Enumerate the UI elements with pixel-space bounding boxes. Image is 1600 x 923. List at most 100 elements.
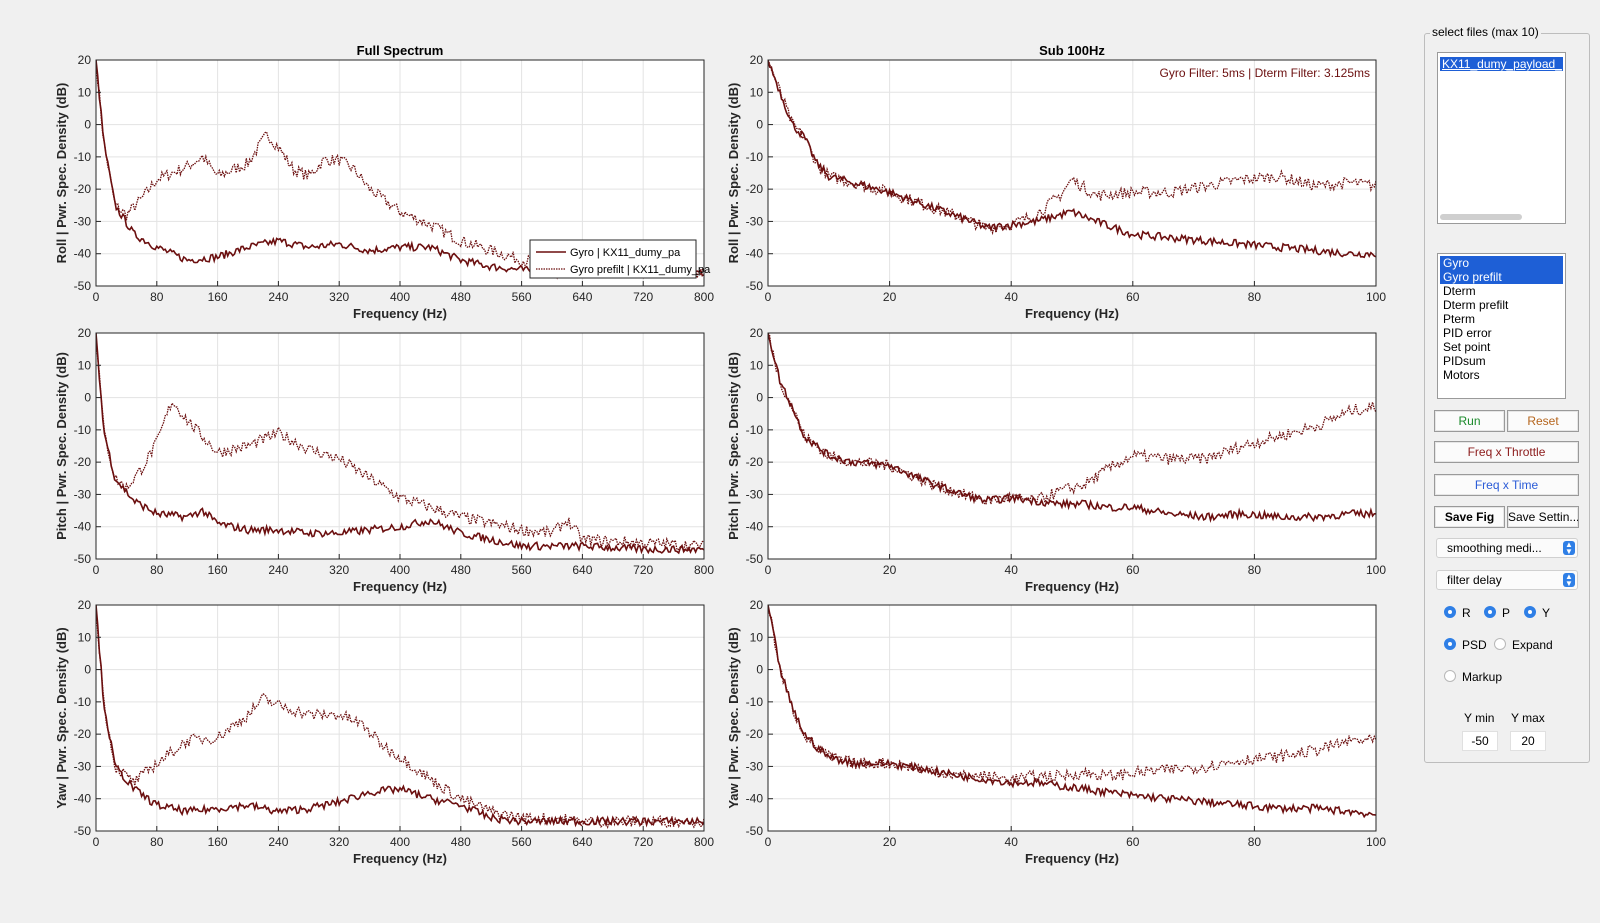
tick-label-x: 400 [390, 563, 410, 577]
tick-label-y: 20 [750, 598, 764, 612]
signal-item-motors[interactable]: Motors [1443, 368, 1480, 382]
tick-label-x: 320 [329, 290, 349, 304]
tick-label-x: 20 [883, 835, 897, 849]
tick-label-y: 10 [750, 630, 764, 644]
filter-value: filter delay [1447, 573, 1502, 587]
legend-label-gyro: Gyro | KX11_dumy_pa [570, 247, 681, 259]
tick-label-x: 480 [451, 835, 471, 849]
tick-label-x: 480 [451, 563, 471, 577]
freq-throttle-button[interactable]: Freq x Throttle [1434, 441, 1579, 463]
axes-pitch-full: 0 80 160 240 320 400 480 560 640 720 800 20 10 0 -10 -2… [54, 326, 714, 594]
run-button[interactable]: Run [1434, 410, 1505, 432]
series-line-gyro-prefilt [96, 605, 704, 829]
tick-label-y: -10 [746, 150, 764, 164]
save-settings-button[interactable]: Save Settin... [1507, 506, 1579, 528]
smoothing-dropdown[interactable]: smoothing medi... ▲ ▼ [1436, 538, 1578, 558]
series-line-gyro [768, 333, 1376, 524]
x-axis-label: Frequency (Hz) [353, 579, 447, 594]
tick-label-y: -40 [746, 792, 764, 806]
signal-item-dterm[interactable]: Dterm [1443, 284, 1476, 298]
tick-label-x: 80 [1248, 835, 1262, 849]
axes-yaw-full: 0 80 160 240 320 400 480 560 640 720 800 20 10 0 -10 -2… [54, 598, 714, 866]
tick-label-y: 0 [84, 663, 91, 677]
radio-on-icon [1444, 638, 1456, 650]
tick-label-y: -30 [746, 214, 764, 228]
filter-dropdown[interactable]: filter delay ▲ ▼ [1436, 570, 1578, 590]
axes-pitch-sub: 0 20 40 60 80 10020100-10-20-30-40-50Frequenc… [726, 326, 1386, 594]
tick-label-x: 80 [1248, 290, 1262, 304]
radio-markup[interactable]: Markup [1444, 669, 1502, 685]
axes-background [768, 333, 1376, 559]
tick-label-x: 160 [208, 835, 228, 849]
signal-item-pidsum[interactable]: PIDsum [1443, 354, 1486, 368]
radio-on-icon [1524, 606, 1536, 618]
ymin-input[interactable]: -50 [1462, 731, 1498, 751]
tick-label-y: -10 [746, 695, 764, 709]
tick-label-x: 480 [451, 290, 471, 304]
freq-time-button[interactable]: Freq x Time [1434, 474, 1579, 496]
x-axis-label: Frequency (Hz) [1025, 306, 1119, 321]
signal-item-gyro[interactable]: Gyro [1440, 256, 1563, 270]
radio-y[interactable]: Y [1524, 605, 1550, 621]
signal-listbox[interactable]: Gyro Gyro prefilt Dterm Dterm prefilt Pt… [1437, 253, 1566, 399]
tick-label-y: 0 [756, 391, 763, 405]
tick-label-x: 0 [765, 563, 772, 577]
ymax-input[interactable]: 20 [1510, 731, 1546, 751]
tick-label-x: 720 [633, 835, 653, 849]
tick-label-x: 240 [268, 835, 288, 849]
tick-label-y: -50 [74, 279, 92, 293]
x-axis-label: Frequency (Hz) [353, 306, 447, 321]
radio-on-icon [1484, 606, 1496, 618]
radio-expand[interactable]: Expand [1494, 637, 1553, 653]
radio-psd[interactable]: PSD [1444, 637, 1487, 653]
tick-label-y: 0 [756, 663, 763, 677]
tick-label-x: 0 [93, 835, 100, 849]
tick-label-x: 160 [208, 290, 228, 304]
tick-label-y: -20 [746, 455, 764, 469]
signal-item-set-point[interactable]: Set point [1443, 340, 1491, 354]
horizontal-scrollbar[interactable] [1440, 214, 1522, 220]
tick-label-y: -50 [746, 824, 764, 838]
x-axis-label: Frequency (Hz) [1025, 851, 1119, 866]
tick-label-y: -40 [74, 247, 92, 261]
save-fig-button[interactable]: Save Fig [1434, 506, 1505, 528]
tick-label-x: 320 [329, 563, 349, 577]
tick-label-y: -40 [746, 520, 764, 534]
filter-annotation: Gyro Filter: 5ms | Dterm Filter: 3.125ms [1160, 66, 1371, 80]
tick-label-y: 20 [750, 326, 764, 340]
tick-label-y: -30 [74, 759, 92, 773]
reset-button[interactable]: Reset [1507, 410, 1579, 432]
signal-item-gyro-prefilt[interactable]: Gyro prefilt [1440, 270, 1563, 284]
tick-label-x: 0 [765, 290, 772, 304]
tick-label-x: 60 [1126, 835, 1140, 849]
series-line-gyro [768, 605, 1376, 819]
tick-label-x: 80 [150, 835, 164, 849]
radio-r[interactable]: R [1444, 605, 1471, 621]
tick-label-x: 40 [1005, 563, 1019, 577]
file-listbox[interactable]: KX11_dumy_payload_ [1437, 52, 1566, 224]
signal-item-dterm-prefilt[interactable]: Dterm prefilt [1443, 298, 1509, 312]
tick-label-y: 10 [78, 85, 92, 99]
signal-item-pterm[interactable]: Pterm [1443, 312, 1476, 326]
tick-label-y: -10 [746, 423, 764, 437]
y-axis-label: Pitch | Pwr. Spec. Density (dB) [726, 352, 741, 540]
tick-label-y: -10 [74, 150, 92, 164]
radio-p[interactable]: P [1484, 605, 1510, 621]
axes-background [768, 605, 1376, 831]
tick-label-y: -10 [74, 695, 92, 709]
tick-label-x: 400 [390, 290, 410, 304]
radio-r-label: R [1462, 606, 1471, 620]
chevron-updown-icon: ▲ ▼ [1563, 573, 1575, 588]
series-line-gyro [768, 60, 1376, 259]
tick-label-x: 160 [208, 563, 228, 577]
file-item[interactable]: KX11_dumy_payload_ [1440, 57, 1563, 71]
tick-label-x: 800 [694, 835, 714, 849]
signal-item-pid-error[interactable]: PID error [1443, 326, 1492, 340]
tick-label-x: 40 [1005, 290, 1019, 304]
tick-label-y: -40 [746, 247, 764, 261]
tick-label-y: 0 [84, 391, 91, 405]
tick-label-y: 20 [78, 598, 92, 612]
tick-label-x: 400 [390, 835, 410, 849]
tick-label-y: -20 [746, 727, 764, 741]
tick-label-x: 560 [512, 835, 532, 849]
